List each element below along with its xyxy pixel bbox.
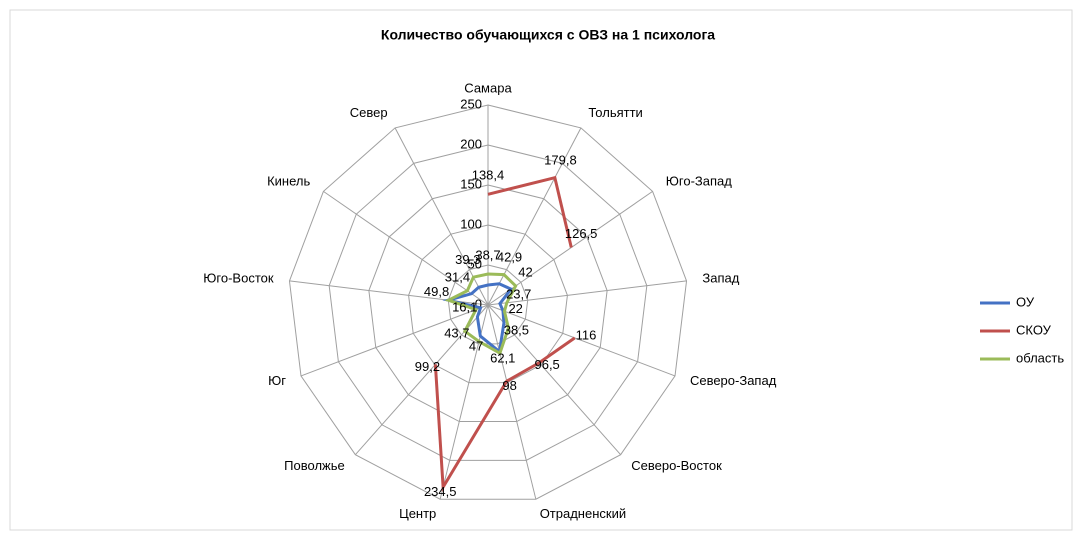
data-label: 38,5 bbox=[504, 322, 529, 337]
y-tick-label: 100 bbox=[460, 216, 482, 231]
spoke bbox=[487, 280, 687, 306]
data-label: 49,8 bbox=[424, 284, 449, 299]
y-tick-label: 0 bbox=[475, 296, 482, 311]
y-tick-label: 150 bbox=[460, 176, 482, 191]
data-label: 47 bbox=[469, 339, 483, 354]
category-label: Юго-Запад bbox=[666, 174, 733, 189]
data-label: 116 bbox=[576, 328, 597, 343]
spoke bbox=[487, 304, 621, 456]
data-label: 62,1 bbox=[490, 350, 515, 365]
grid-ring bbox=[368, 184, 608, 423]
legend-label: СКОУ bbox=[1016, 322, 1052, 337]
grid-ring bbox=[288, 104, 688, 500]
grid-ring bbox=[328, 144, 648, 461]
category-label: Кинель bbox=[267, 174, 310, 189]
data-label: 138,4 bbox=[472, 168, 505, 183]
data-label: 99,2 bbox=[415, 359, 440, 374]
legend-label: область bbox=[1016, 350, 1064, 365]
y-tick-label: 50 bbox=[468, 256, 482, 271]
category-label: Запад bbox=[702, 270, 739, 285]
data-label: 16,1 bbox=[452, 299, 477, 314]
grid-ring bbox=[408, 224, 568, 384]
data-label: 179,8 bbox=[544, 152, 577, 167]
data-label: 96,5 bbox=[534, 357, 559, 372]
category-label: Отрадненский bbox=[540, 506, 626, 521]
y-tick-label: 200 bbox=[460, 136, 482, 151]
category-label: Тольятти bbox=[588, 105, 642, 120]
series-line bbox=[487, 175, 573, 248]
spoke bbox=[487, 304, 676, 377]
category-label: Север bbox=[350, 105, 388, 120]
data-label: 23,7 bbox=[506, 287, 531, 302]
y-tick-label: 250 bbox=[460, 96, 482, 111]
data-label: 31,4 bbox=[445, 269, 470, 284]
spoke bbox=[394, 127, 489, 306]
spoke bbox=[487, 304, 537, 500]
data-label: 126,5 bbox=[565, 226, 598, 241]
data-label: 22 bbox=[508, 301, 522, 316]
series-line bbox=[433, 336, 576, 493]
chart-title: Количество обучающихся с ОВЗ на 1 психол… bbox=[381, 27, 715, 43]
category-label: Северо-Запад bbox=[690, 373, 777, 388]
category-label: Центр bbox=[399, 506, 436, 521]
spoke bbox=[300, 304, 489, 377]
data-label: 38,7 bbox=[475, 247, 500, 262]
category-label: Юго-Восток bbox=[203, 270, 274, 285]
legend-label: ОУ bbox=[1016, 294, 1035, 309]
category-label: Самара bbox=[464, 80, 512, 95]
category-label: Поволжье bbox=[284, 458, 345, 473]
series-line bbox=[442, 282, 514, 355]
series-line bbox=[444, 272, 518, 356]
spoke bbox=[323, 190, 489, 306]
chart-frame bbox=[9, 9, 1073, 531]
data-label: 42 bbox=[518, 265, 532, 280]
data-label: 98 bbox=[502, 378, 516, 393]
data-label: 234,5 bbox=[424, 484, 457, 499]
category-label: Юг bbox=[268, 373, 286, 388]
data-label: 42,9 bbox=[497, 249, 522, 264]
data-label: 39,3 bbox=[455, 252, 480, 267]
data-label: 43,7 bbox=[444, 326, 469, 341]
category-label: Северо-Восток bbox=[631, 458, 722, 473]
